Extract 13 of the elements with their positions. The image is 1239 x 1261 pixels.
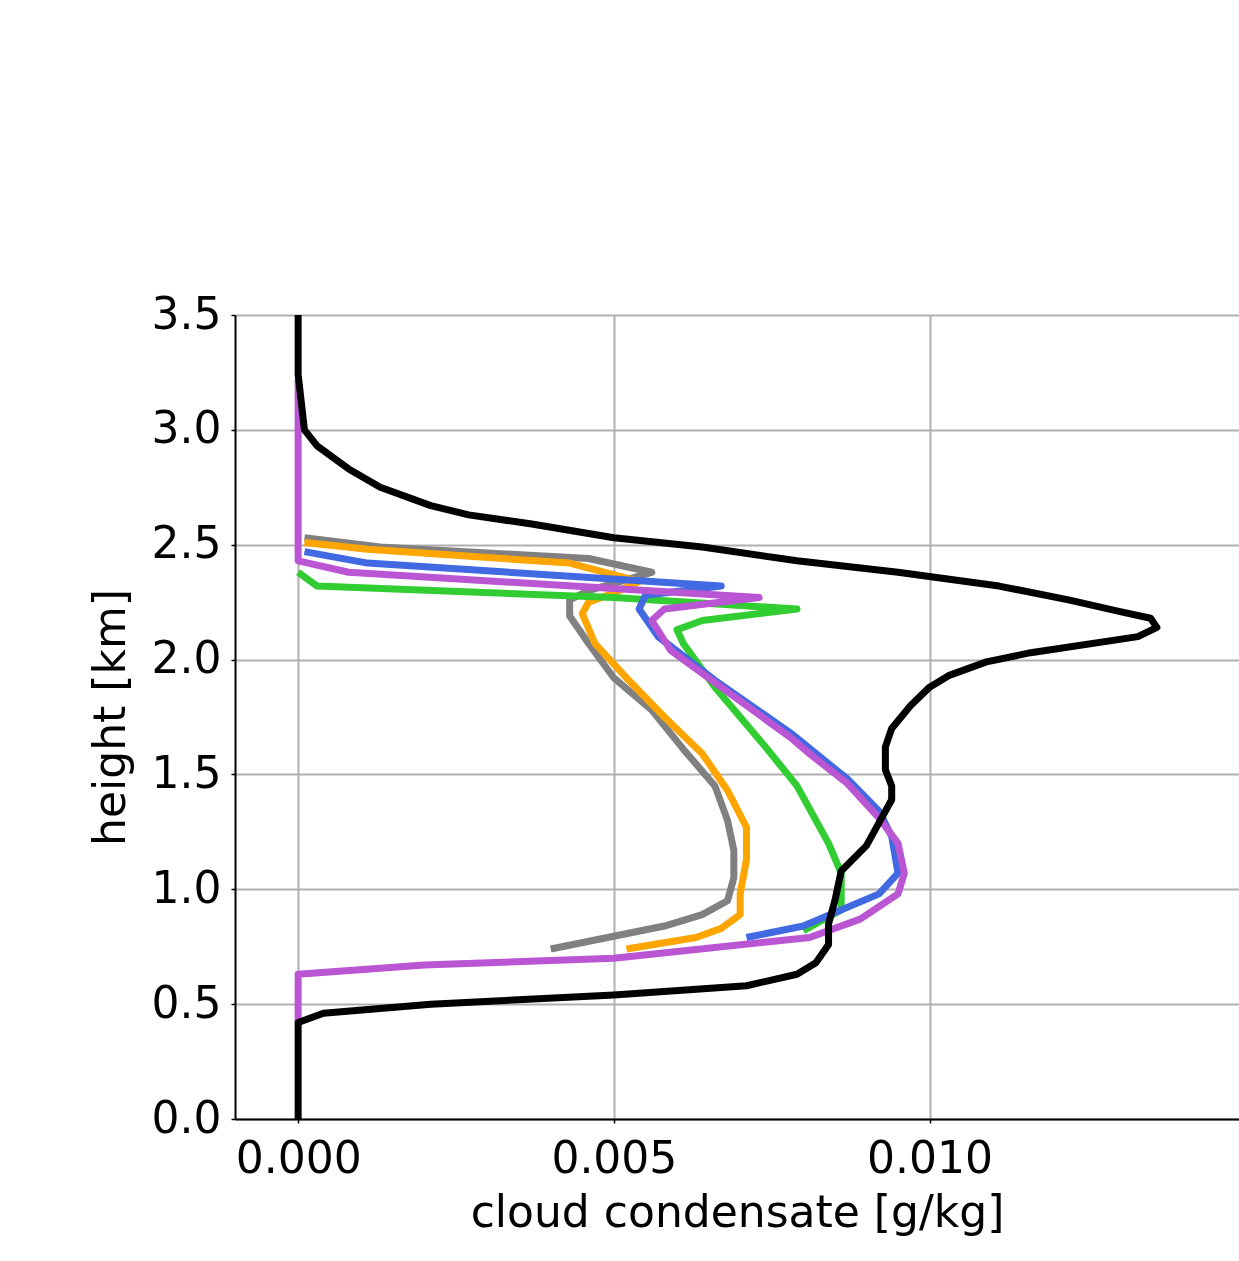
y-tick-label: 0.0 bbox=[151, 1091, 222, 1143]
y-tick-label: 3.0 bbox=[151, 402, 222, 454]
y-tick-label: 2.5 bbox=[151, 517, 222, 569]
x-axis-title: cloud condensate [g/kg] bbox=[470, 1185, 1005, 1237]
x-tick-label: 0.010 bbox=[867, 1131, 994, 1183]
x-tick-label: 0.000 bbox=[235, 1131, 362, 1183]
y-tick-label: 0.5 bbox=[151, 976, 222, 1028]
y-tick-label: 3.5 bbox=[151, 287, 222, 339]
y-tick-label: 2.0 bbox=[151, 632, 222, 684]
x-tick-label: 0.005 bbox=[551, 1131, 678, 1183]
y-tick-label: 1.5 bbox=[151, 746, 222, 798]
y-tick-label: 1.0 bbox=[151, 861, 222, 913]
y-axis-title: height [km] bbox=[83, 589, 135, 846]
